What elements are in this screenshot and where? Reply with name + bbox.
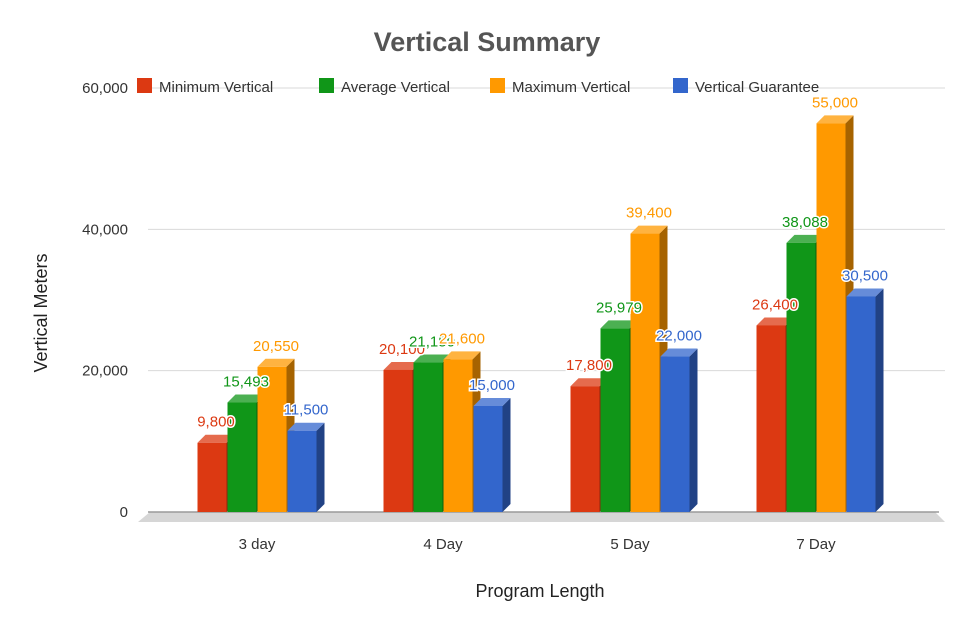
legend-swatch	[137, 78, 152, 93]
data-label: 20,550	[253, 338, 299, 355]
data-label: 17,800	[566, 357, 612, 374]
bar-front	[227, 402, 257, 512]
data-label: 15,000	[469, 377, 515, 394]
data-label: 25,979	[596, 299, 642, 316]
y-tick-label: 40,000	[82, 221, 128, 238]
bar-front	[287, 430, 317, 512]
x-tick-label: 5 Day	[610, 536, 650, 553]
bar-top	[660, 348, 698, 357]
x-tick-label: 7 Day	[796, 536, 836, 553]
bar-top	[816, 115, 854, 124]
bar-front	[257, 366, 287, 512]
data-labels: 9,800 15,493 20,550 11,500 20,10021,15021,60…	[196, 93, 890, 432]
chart-title: Vertical Summary	[374, 27, 601, 57]
bar-front	[816, 123, 846, 512]
bar-top	[257, 358, 295, 367]
bar-top	[570, 378, 608, 387]
bar-top	[227, 394, 265, 403]
bar-side	[875, 288, 884, 512]
y-tick-label: 60,000	[82, 80, 128, 97]
legend-swatch	[319, 78, 334, 93]
bar-front	[786, 242, 816, 513]
chart-floor	[138, 511, 945, 522]
legend-label: Vertical Guarantee	[695, 79, 819, 96]
bar-front	[413, 362, 443, 512]
bar-front	[473, 406, 503, 512]
x-axis-title: Program Length	[475, 581, 604, 601]
bar	[287, 422, 325, 512]
y-axis-title: Vertical Meters	[31, 253, 51, 372]
legend: Minimum Vertical Average Vertical Maximum …	[137, 78, 819, 96]
bar	[846, 288, 884, 512]
bar-front	[756, 325, 786, 512]
bar	[473, 398, 511, 512]
bar-front	[630, 233, 660, 512]
legend-swatch	[490, 78, 505, 93]
bar-top	[786, 234, 824, 243]
bar-top	[443, 351, 481, 360]
data-label: 55,000	[812, 94, 858, 111]
x-tick-label: 4 Day	[423, 536, 463, 553]
data-label: 21,600	[439, 330, 485, 347]
data-label: 21,150	[409, 334, 455, 351]
bar-front	[660, 356, 690, 512]
data-label: 11,500	[284, 402, 329, 419]
bar-top	[756, 317, 794, 326]
bar-front	[443, 359, 473, 512]
data-label: 22,000	[656, 328, 702, 345]
bar-front	[197, 442, 227, 512]
data-label: 15,493	[223, 374, 269, 391]
floor-plane	[138, 512, 945, 522]
y-axis-ticks: 0 20,000 40,000 60,000	[82, 80, 128, 521]
bar-top	[473, 398, 511, 406]
x-axis-ticks: 3 day 4 Day 5 Day 7 Day	[239, 536, 836, 553]
data-label: 39,400	[626, 205, 672, 222]
y-tick-label: 0	[120, 504, 128, 521]
data-label: 9,800	[197, 414, 235, 431]
data-label: 20,100	[379, 341, 425, 358]
legend-label: Maximum Vertical	[512, 79, 630, 96]
bar-front	[600, 328, 630, 512]
bar-side	[502, 398, 511, 512]
bar-top	[413, 354, 451, 363]
legend-swatch	[673, 78, 688, 93]
bar-top	[383, 361, 421, 370]
data-label: 26,400	[752, 296, 798, 313]
bar	[660, 348, 698, 512]
data-label: 38,088	[782, 214, 828, 231]
bar-side	[689, 348, 698, 512]
bars	[197, 115, 884, 513]
bar-front	[846, 296, 876, 512]
bar-top	[197, 434, 235, 443]
bar-front	[570, 386, 600, 512]
legend-label: Average Vertical	[341, 79, 450, 96]
bar-top	[600, 320, 638, 329]
bar-front	[383, 369, 413, 512]
x-tick-label: 3 day	[239, 536, 276, 553]
bar-side	[316, 422, 325, 512]
bar-top	[630, 225, 668, 234]
legend-label: Minimum Vertical	[159, 79, 273, 96]
bar-top	[287, 422, 325, 431]
data-label: 30,500	[842, 267, 888, 284]
y-tick-label: 20,000	[82, 363, 128, 380]
bar	[816, 115, 854, 512]
bar-top	[846, 288, 884, 297]
